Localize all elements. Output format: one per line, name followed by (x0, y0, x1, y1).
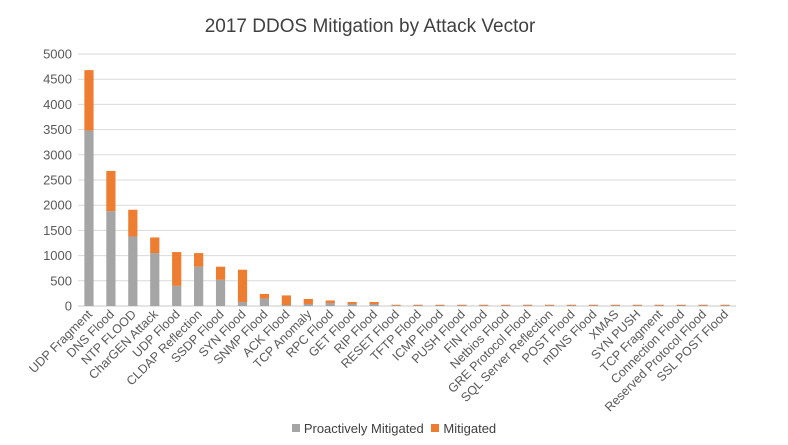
bar-proactively-mitigated (676, 305, 686, 306)
bar-proactively-mitigated (237, 301, 248, 306)
bar-proactively-mitigated (588, 305, 599, 306)
bar-mitigated (566, 304, 577, 306)
bar-proactively-mitigated (435, 305, 445, 306)
bar-mitigated (479, 304, 489, 306)
bar-mitigated (544, 304, 555, 306)
bar-proactively-mitigated (544, 305, 555, 306)
bar-mitigated (610, 304, 620, 306)
bar-proactively-mitigated (281, 304, 291, 306)
y-tick-label: 3500 (43, 122, 72, 137)
bar-mitigated (720, 304, 730, 306)
bar-proactively-mitigated (172, 285, 182, 306)
bar-proactively-mitigated (194, 266, 204, 306)
chart-title: 2017 DDOS Mitigation by Attack Vector (204, 16, 536, 37)
bar-mitigated (106, 170, 116, 212)
bar-mitigated (281, 295, 291, 305)
bar-proactively-mitigated (215, 279, 226, 306)
bar-proactively-mitigated (479, 305, 489, 306)
bar-mitigated (369, 301, 379, 304)
y-tick-label: 2000 (43, 198, 72, 213)
y-axis-ticks: 0 500 1000 1500 2000 2500 3000 3500 4000 4500 5000 (43, 47, 72, 314)
bar-mitigated (523, 304, 533, 306)
bar-proactively-mitigated (369, 303, 379, 306)
bar-proactively-mitigated (325, 302, 335, 306)
bar-mitigated (84, 70, 94, 131)
y-tick-label: 4000 (43, 97, 72, 112)
bar-proactively-mitigated (566, 305, 577, 306)
bar-mitigated (391, 304, 401, 306)
bar-proactively-mitigated (150, 253, 160, 306)
y-tick-label: 1000 (43, 248, 72, 263)
bar-proactively-mitigated (698, 305, 708, 306)
bar-mitigated (676, 304, 686, 306)
bar-mitigated (303, 298, 313, 304)
bar-proactively-mitigated (720, 305, 730, 306)
bar-proactively-mitigated (610, 305, 620, 306)
y-tick-label: 5000 (43, 47, 72, 62)
y-tick-label: 1500 (43, 223, 72, 238)
bar-proactively-mitigated (632, 305, 642, 306)
gridlines (78, 53, 736, 307)
bar-proactively-mitigated (501, 305, 511, 306)
bar-proactively-mitigated (106, 211, 116, 306)
y-tick-label: 500 (50, 273, 72, 288)
bar-mitigated (325, 300, 335, 303)
bar-proactively-mitigated (259, 298, 270, 306)
bar-mitigated (172, 252, 182, 286)
legend-label-proactive: Proactively Mitigated (303, 420, 424, 436)
bar-mitigated (698, 304, 708, 306)
bar-mitigated (654, 304, 664, 306)
bar-proactively-mitigated (413, 305, 423, 306)
bar-mitigated (347, 301, 357, 304)
bar-mitigated (150, 237, 160, 254)
legend-swatch-proactive (291, 424, 300, 432)
legend-item-proactive: Proactively Mitigated (291, 420, 424, 436)
bar-mitigated (128, 209, 138, 237)
bar-mitigated (501, 304, 511, 306)
y-tick-label: 3000 (43, 147, 72, 162)
bars (84, 70, 730, 306)
legend-label-mitigated: Mitigated (443, 420, 497, 436)
bar-mitigated (215, 266, 226, 280)
legend-swatch-mitigated (431, 424, 440, 432)
bar-mitigated (457, 304, 467, 306)
y-tick-label: 2500 (43, 173, 72, 188)
legend: Proactively Mitigated Mitigated (0, 420, 788, 436)
bar-proactively-mitigated (391, 305, 401, 306)
bar-mitigated (259, 293, 270, 299)
bar-proactively-mitigated (128, 236, 138, 306)
legend-item-mitigated: Mitigated (431, 421, 496, 436)
bar-proactively-mitigated (303, 303, 313, 306)
bar-mitigated (237, 269, 248, 302)
bar-mitigated (588, 304, 599, 306)
bar-proactively-mitigated (654, 305, 664, 306)
bar-proactively-mitigated (457, 305, 467, 306)
y-tick-label: 4500 (43, 72, 72, 87)
bar-mitigated (632, 304, 642, 306)
y-tick-label: 0 (65, 299, 72, 314)
bar-mitigated (194, 253, 204, 267)
bar-mitigated (413, 304, 423, 306)
bar-proactively-mitigated (347, 303, 357, 306)
bar-mitigated (435, 304, 445, 306)
bar-proactively-mitigated (84, 130, 94, 306)
bar-proactively-mitigated (523, 305, 533, 306)
